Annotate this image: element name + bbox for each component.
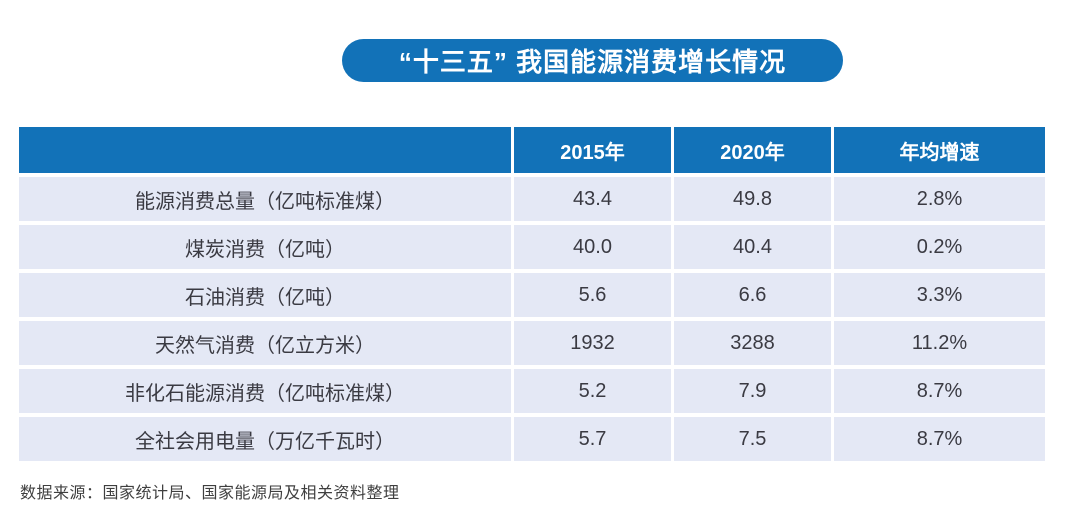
cell-growth: 11.2% [834,321,1045,365]
cell-2015: 5.6 [514,273,671,317]
cell-growth: 8.7% [834,417,1045,461]
cell-growth: 3.3% [834,273,1045,317]
table-row: 全社会用电量（万亿千瓦时） 5.7 7.5 8.7% [19,417,1046,461]
column-header-metric [19,127,511,173]
title-banner: “十三五” 我国能源消费增长情况 [342,39,843,82]
row-label: 能源消费总量（亿吨标准煤） [19,177,511,221]
cell-2015: 40.0 [514,225,671,269]
row-label: 全社会用电量（万亿千瓦时） [19,417,511,461]
row-label: 非化石能源消费（亿吨标准煤） [19,369,511,413]
cell-2015: 1932 [514,321,671,365]
cell-growth: 8.7% [834,369,1045,413]
table-row: 石油消费（亿吨） 5.6 6.6 3.3% [19,273,1046,317]
table-row: 天然气消费（亿立方米） 1932 3288 11.2% [19,321,1046,365]
energy-consumption-table: 2015年 2020年 年均增速 能源消费总量（亿吨标准煤） 43.4 49.8… [19,127,1046,461]
cell-growth: 2.8% [834,177,1045,221]
cell-2020: 6.6 [674,273,831,317]
cell-2020: 3288 [674,321,831,365]
row-label: 天然气消费（亿立方米） [19,321,511,365]
cell-2020: 40.4 [674,225,831,269]
column-header-growth: 年均增速 [834,127,1045,173]
row-label: 煤炭消费（亿吨） [19,225,511,269]
cell-2015: 5.2 [514,369,671,413]
cell-2020: 7.5 [674,417,831,461]
table-header-row: 2015年 2020年 年均增速 [19,127,1046,173]
page-title: “十三五” 我国能源消费增长情况 [398,47,787,77]
cell-2020: 7.9 [674,369,831,413]
table-row: 能源消费总量（亿吨标准煤） 43.4 49.8 2.8% [19,177,1046,221]
cell-2015: 43.4 [514,177,671,221]
data-source-note: 数据来源：国家统计局、国家能源局及相关资料整理 [20,485,400,502]
cell-growth: 0.2% [834,225,1045,269]
cell-2020: 49.8 [674,177,831,221]
row-label: 石油消费（亿吨） [19,273,511,317]
table-row: 非化石能源消费（亿吨标准煤） 5.2 7.9 8.7% [19,369,1046,413]
column-header-2020: 2020年 [674,127,831,173]
table-row: 煤炭消费（亿吨） 40.0 40.4 0.2% [19,225,1046,269]
column-header-2015: 2015年 [514,127,671,173]
cell-2015: 5.7 [514,417,671,461]
